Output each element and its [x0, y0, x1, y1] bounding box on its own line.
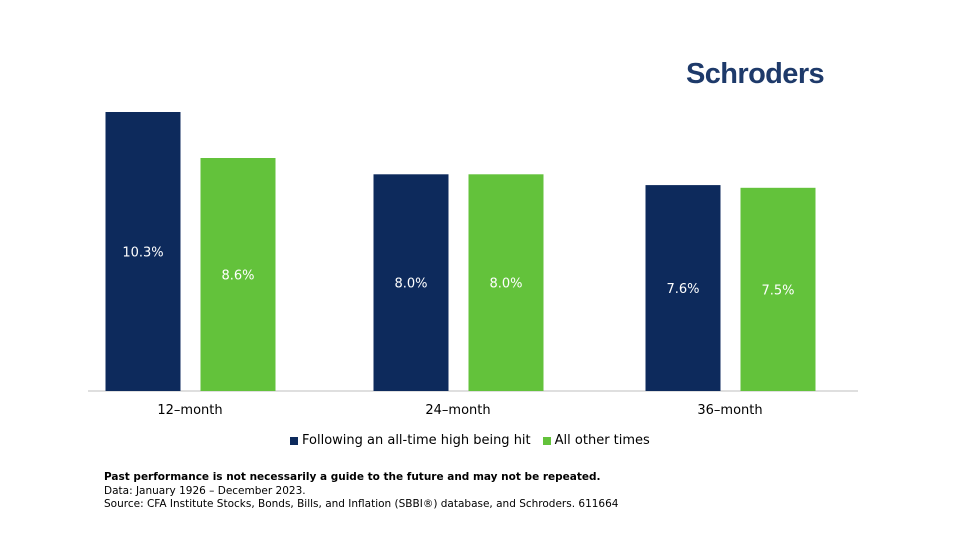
data-label-series-1-3: 7.6%: [666, 282, 699, 297]
legend-swatch-series-2: [542, 436, 551, 445]
data-period-text: Data: January 1926 – December 2023.: [104, 484, 306, 497]
bar-series-1-36-month: [645, 185, 721, 391]
bar-series-2-36-month: [740, 187, 816, 391]
bar-series-2-12-month: [200, 158, 276, 391]
bar-chart: 10.3% 8.0% 7.6% 8.6% 8.0% 7.5% 12–month 24–mont…: [88, 112, 858, 418]
x-tick-label-1: 12–month: [157, 403, 222, 418]
legend-item-following-ath: Following an all-time high being hit: [290, 433, 531, 448]
data-label-series-1-2: 8.0%: [394, 277, 427, 292]
chart-legend: Following an all-time high being hit All…: [290, 433, 662, 448]
data-label-series-2-3: 7.5%: [761, 283, 794, 298]
legend-swatch-series-1: [290, 436, 298, 445]
x-tick-label-2: 24–month: [425, 403, 490, 418]
legend-item-other-times: All other times: [542, 433, 650, 448]
bar-series-1-24-month: [373, 174, 449, 391]
disclaimer-text: Past performance is not necessarily a gu…: [104, 471, 601, 483]
source-text: Source: CFA Institute Stocks, Bonds, Bil…: [104, 498, 619, 510]
bar-series-2-24-month: [468, 174, 544, 391]
data-label-series-2-1: 8.6%: [221, 269, 254, 284]
schroders-logo: Schroders: [686, 58, 825, 90]
footnotes: Past performance is not necessarily a gu…: [104, 471, 618, 512]
data-label-series-2-2: 8.0%: [489, 277, 522, 292]
legend-label-series-1: Following an all-time high being hit: [302, 433, 531, 448]
legend-label-series-2: All other times: [554, 433, 650, 448]
bar-series-1-12-month: [105, 112, 181, 391]
x-tick-label-3: 36–month: [697, 403, 762, 418]
data-label-series-1-1: 10.3%: [122, 246, 163, 261]
